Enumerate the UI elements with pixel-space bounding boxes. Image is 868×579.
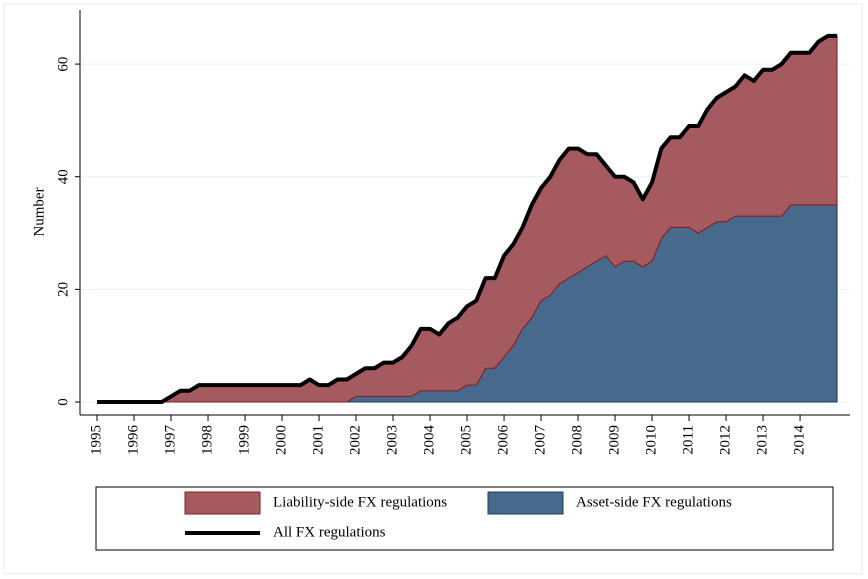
y-tick-label: 0 [55,398,71,406]
x-tick-label: 2000 [273,425,289,455]
legend-label: Liability-side FX regulations [273,494,447,510]
x-tick-label: 2014 [791,425,807,456]
x-tick-label: 2011 [680,425,696,454]
x-tick-label: 2004 [421,425,437,456]
x-tick-label: 1997 [162,425,178,456]
y-tick-label: 20 [55,282,71,297]
x-tick-label: 2012 [717,425,733,455]
x-tick-label: 1998 [199,425,215,455]
x-tick-label: 2001 [310,425,326,455]
legend-label: Asset-side FX regulations [576,494,732,510]
x-tick-label: 1996 [125,425,141,456]
legend-label: All FX regulations [273,524,386,540]
y-tick-label: 60 [55,57,71,72]
x-tick-label: 1999 [236,425,252,455]
x-tick-label: 2009 [606,425,622,455]
x-tick-label: 2007 [532,425,548,456]
legend-swatch [487,491,564,515]
y-axis-label: Number [31,187,47,236]
x-tick-label: 2003 [384,425,400,455]
x-tick-label: 2002 [347,425,363,455]
x-tick-label: 2006 [495,424,511,455]
x-tick-label: 2005 [458,425,474,455]
line [97,33,838,405]
y-tick-label: 40 [55,169,71,184]
legend-swatch [184,491,261,515]
x-tick-label: 2013 [754,425,770,455]
x-tick-label: 1995 [88,425,104,455]
x-tick-label: 2008 [569,425,585,455]
x-tick-label: 2010 [643,425,659,455]
